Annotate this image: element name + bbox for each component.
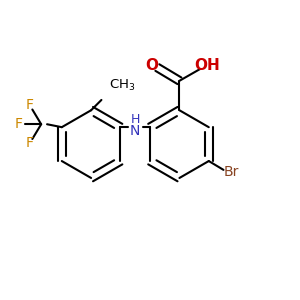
Text: F: F xyxy=(26,98,33,112)
Text: F: F xyxy=(15,117,23,131)
Text: F: F xyxy=(26,136,33,150)
Text: CH$_3$: CH$_3$ xyxy=(109,77,135,93)
Text: O: O xyxy=(146,58,159,73)
Text: OH: OH xyxy=(194,58,220,73)
Text: N: N xyxy=(130,124,140,138)
Text: H: H xyxy=(130,113,140,126)
Text: Br: Br xyxy=(224,165,239,179)
